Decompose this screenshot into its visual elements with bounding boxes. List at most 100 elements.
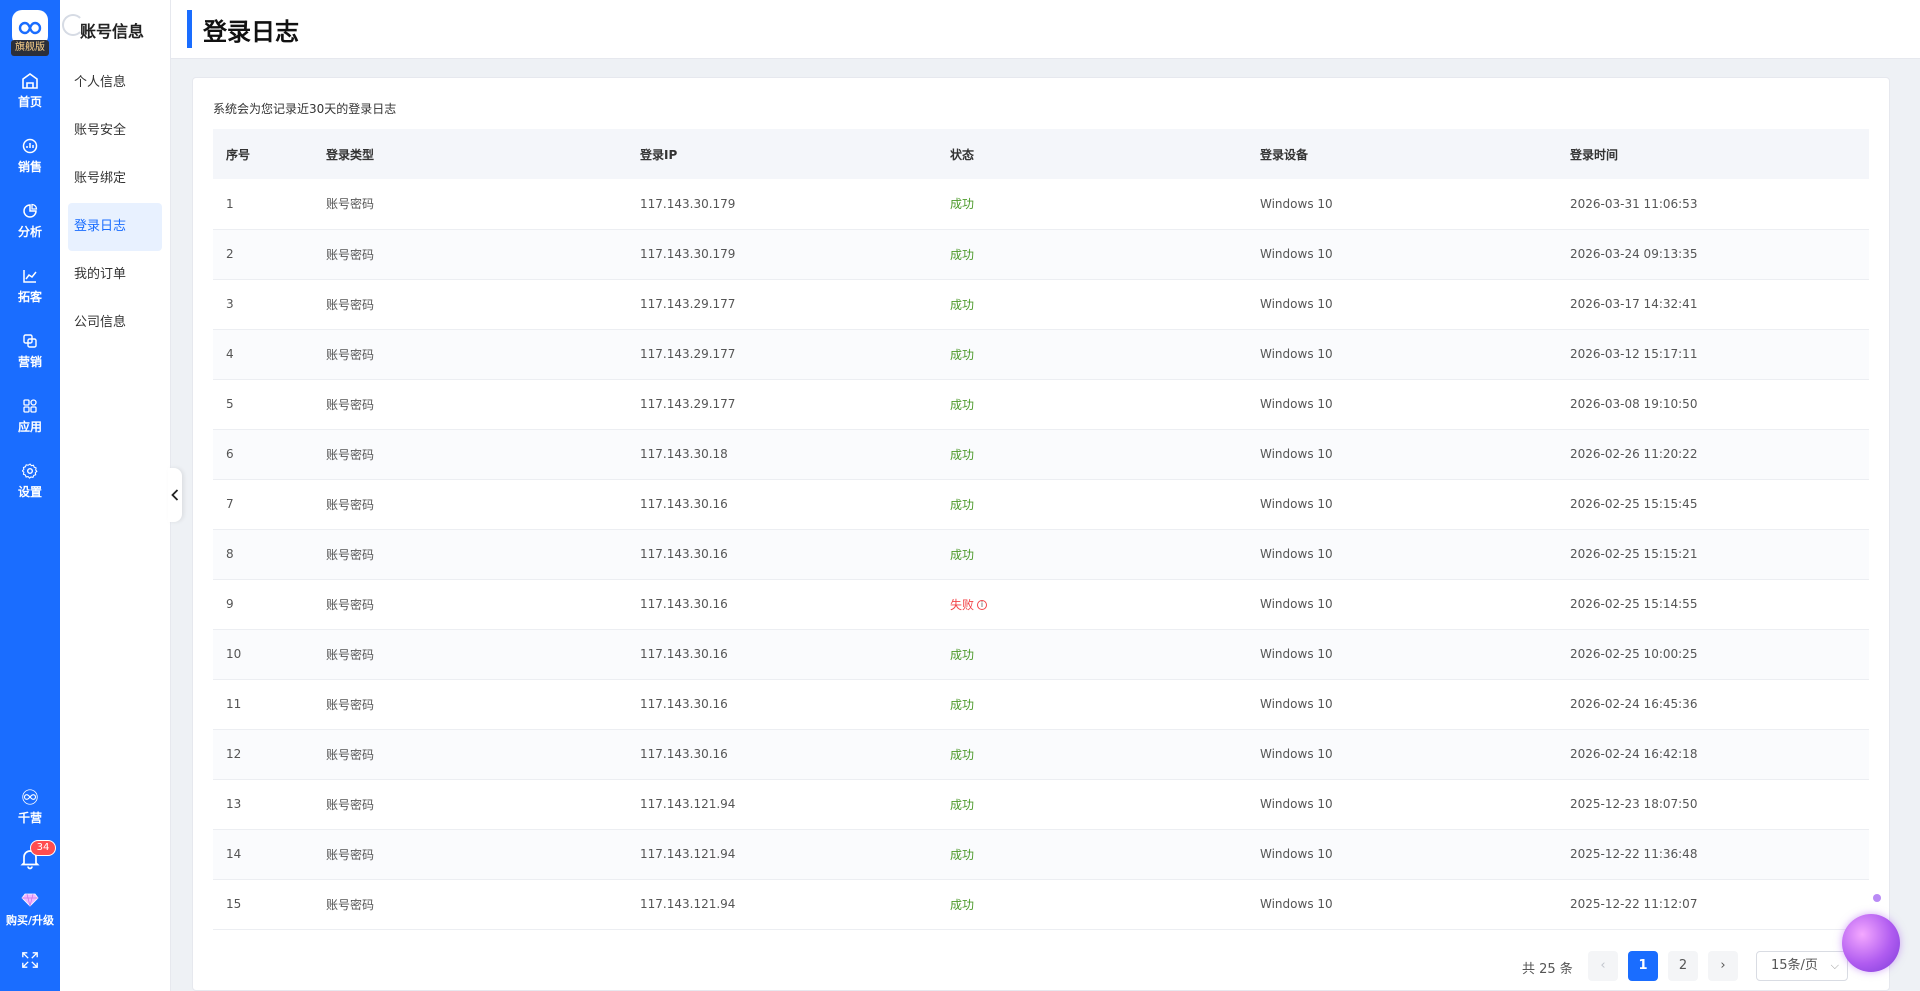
fullscreen-button[interactable]	[0, 935, 60, 985]
table-row: 11 账号密码 117.143.30.16 成功 Windows 10 2026-02-2…	[213, 679, 1869, 730]
cell-login-type: 账号密码	[313, 379, 627, 430]
cell-device-text: Windows 10	[1260, 647, 1333, 661]
cell-index: 7	[213, 479, 313, 530]
nav-settings[interactable]: 设置	[0, 454, 60, 508]
cell-status: 成功	[937, 729, 1247, 780]
cell-status: 成功	[937, 529, 1247, 580]
cell-login-type-text: 账号密码	[326, 197, 375, 212]
cell-login-ip: 117.143.121.94	[627, 829, 937, 880]
marketing-icon	[21, 332, 39, 350]
cell-index-text: 5	[226, 397, 234, 411]
cell-status-text: 成功	[950, 247, 975, 262]
cell-device-text: Windows 10	[1260, 297, 1333, 311]
table-row: 5 账号密码 117.143.29.177 成功 Windows 10 2026-03-0…	[213, 379, 1869, 430]
cell-status-text: 成功	[950, 847, 975, 862]
cell-login-ip: 117.143.30.16	[627, 679, 937, 730]
cell-login-time-text: 2025-12-22 11:12:07	[1570, 897, 1698, 911]
submenu-item-my-orders[interactable]: 我的订单	[74, 267, 127, 282]
chevron-left-icon	[171, 489, 179, 501]
cell-device: Windows 10	[1247, 579, 1557, 630]
next-page-button[interactable]: ›	[1708, 951, 1738, 981]
cell-status-text: 成功	[950, 397, 975, 412]
cell-status: 失败 i	[937, 579, 1247, 630]
nav-marketing[interactable]: 营销	[0, 324, 60, 378]
col-header-login-ip: 登录IP	[627, 129, 937, 179]
nav-home[interactable]: 首页	[0, 64, 60, 118]
cell-login-type: 账号密码	[313, 679, 627, 730]
cell-status: 成功	[937, 779, 1247, 830]
cell-index: 8	[213, 529, 313, 580]
cell-login-time-text: 2026-03-17 14:32:41	[1570, 297, 1698, 311]
cell-login-type: 账号密码	[313, 579, 627, 630]
cell-login-type: 账号密码	[313, 429, 627, 480]
cell-login-type-text: 账号密码	[326, 897, 375, 912]
submenu-item-company-info[interactable]: 公司信息	[74, 315, 127, 330]
cell-login-ip: 117.143.121.94	[627, 779, 937, 830]
cell-index-text: 3	[226, 297, 234, 311]
cell-login-time-text: 2026-02-25 10:00:25	[1570, 647, 1698, 661]
cell-login-ip-text: 117.143.30.16	[640, 647, 728, 661]
page-size-select[interactable]: 15条/页 ⌵	[1756, 951, 1848, 981]
cell-device-text: Windows 10	[1260, 697, 1333, 711]
collapse-submenu-button[interactable]	[168, 468, 182, 522]
nav-qianying-label: 千营	[17, 811, 42, 825]
diamond-icon	[21, 891, 39, 909]
cell-status-text: 成功	[950, 347, 975, 362]
apps-grid-icon	[21, 397, 39, 415]
cell-login-time: 2026-02-24 16:45:36	[1557, 679, 1869, 730]
prev-page-button[interactable]: ‹	[1588, 951, 1618, 981]
assistant-orb[interactable]	[1842, 914, 1900, 972]
cell-login-type-text: 账号密码	[326, 447, 375, 462]
submenu-item-personal-info[interactable]: 个人信息	[74, 75, 127, 90]
cell-login-type: 账号密码	[313, 529, 627, 580]
cell-login-type: 账号密码	[313, 879, 627, 930]
cell-login-ip: 117.143.29.177	[627, 379, 937, 430]
cell-login-type: 账号密码	[313, 729, 627, 780]
cell-index-text: 9	[226, 597, 234, 611]
nav-analysis[interactable]: 分析	[0, 194, 60, 248]
brand-logo[interactable]: 旗舰版	[11, 10, 49, 56]
page-header: 登录日志	[171, 0, 1920, 59]
cell-status-text: 成功	[950, 747, 975, 762]
cell-login-time: 2026-03-24 09:13:35	[1557, 229, 1869, 280]
cell-login-time-text: 2026-02-24 16:45:36	[1570, 697, 1698, 711]
submenu-item-login-log[interactable]: 登录日志	[68, 203, 162, 251]
cell-login-type-text: 账号密码	[326, 247, 375, 262]
info-icon[interactable]: i	[977, 600, 988, 610]
nav-qianying[interactable]: 千营	[0, 780, 60, 834]
submenu-item-account-security[interactable]: 账号安全	[74, 123, 127, 138]
cell-device-text: Windows 10	[1260, 797, 1333, 811]
submenu-item-account-binding[interactable]: 账号绑定	[74, 171, 127, 186]
cell-login-ip-text: 117.143.30.179	[640, 247, 736, 261]
upgrade-button[interactable]: 购买/升级	[0, 882, 60, 936]
page-button-2[interactable]: 2	[1668, 951, 1698, 981]
cell-device: Windows 10	[1247, 279, 1557, 330]
nav-sales[interactable]: 销售	[0, 129, 60, 183]
cell-login-ip: 117.143.30.16	[627, 729, 937, 780]
cell-status: 成功	[937, 679, 1247, 730]
cell-login-ip: 117.143.30.179	[627, 229, 937, 280]
nav-apps[interactable]: 应用	[0, 389, 60, 443]
col-header-device: 登录设备	[1247, 129, 1557, 179]
col-header-status: 状态	[937, 129, 1247, 179]
nav-leads[interactable]: 拓客	[0, 259, 60, 313]
chevron-down-icon: ⌵	[1830, 959, 1839, 972]
cell-login-time-text: 2025-12-23 18:07:50	[1570, 797, 1698, 811]
cell-device-text: Windows 10	[1260, 597, 1333, 611]
page-title: 登录日志	[203, 18, 299, 46]
cell-login-time: 2026-02-25 15:15:45	[1557, 479, 1869, 530]
table-row: 2 账号密码 117.143.30.179 成功 Windows 10 2026-03-2…	[213, 229, 1869, 280]
cell-index: 5	[213, 379, 313, 430]
cell-index-text: 13	[226, 797, 242, 811]
table-row: 6 账号密码 117.143.30.18 成功 Windows 10 2026-02-26…	[213, 429, 1869, 480]
cell-device: Windows 10	[1247, 429, 1557, 480]
cell-login-type-text: 账号密码	[326, 747, 375, 762]
table-row: 7 账号密码 117.143.30.16 成功 Windows 10 2026-02-25…	[213, 479, 1869, 530]
cell-login-type: 账号密码	[313, 329, 627, 380]
page-button-1[interactable]: 1	[1628, 951, 1658, 981]
cell-login-time: 2025-12-22 11:36:48	[1557, 829, 1869, 880]
cell-login-ip-text: 117.143.30.16	[640, 497, 728, 511]
table-row: 15 账号密码 117.143.121.94 成功 Windows 10 2025-12-…	[213, 879, 1869, 930]
cell-device: Windows 10	[1247, 629, 1557, 680]
cell-login-type-text: 账号密码	[326, 497, 375, 512]
